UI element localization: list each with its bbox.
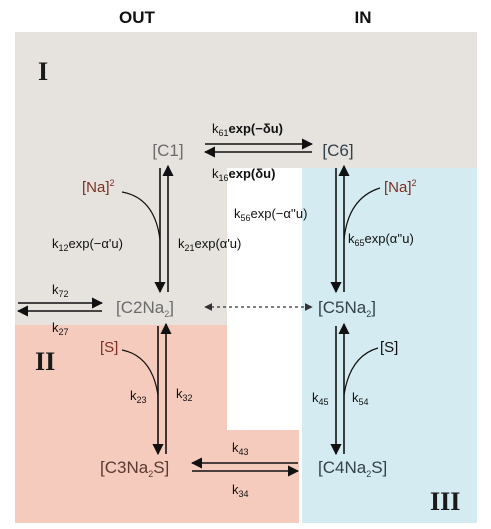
ligand-na-in: [Na]2 xyxy=(384,178,417,196)
region-II-extension-background xyxy=(227,430,299,523)
rate-k65: k65exp(α''u) xyxy=(348,231,414,248)
state-c2na2: [C2Na2] xyxy=(116,298,174,319)
region-III-label: III xyxy=(430,487,460,516)
binding-curve-s-in xyxy=(343,347,379,396)
in-header: IN xyxy=(355,8,372,27)
region-II-label: II xyxy=(35,347,55,376)
rate-k34: k34 xyxy=(232,482,249,499)
rate-k23: k23 xyxy=(130,388,147,405)
state-c6: [C6] xyxy=(322,141,353,160)
ligand-s-in: [S] xyxy=(380,339,398,356)
region-I-lower-left-background xyxy=(15,168,227,325)
region-I-label: I xyxy=(38,57,48,86)
state-c5na2: [C5Na2] xyxy=(318,298,376,319)
rate-k16: k16exp(δu) xyxy=(212,166,275,183)
binding-curve-na-in xyxy=(343,187,381,241)
rate-k32: k32 xyxy=(176,386,193,403)
ligand-s-out: [S] xyxy=(100,339,118,356)
region-III-background xyxy=(302,168,477,523)
out-header: OUT xyxy=(119,8,156,27)
rate-k12: k12exp(−α'u) xyxy=(52,236,123,253)
state-c1: [C1] xyxy=(152,141,183,160)
rate-k56: k56exp(−α''u) xyxy=(234,206,307,223)
binding-curve-na-out xyxy=(121,191,161,241)
region-I-background xyxy=(15,32,477,168)
rate-k61: k61exp(−δu) xyxy=(212,121,283,138)
binding-curve-s-out xyxy=(121,349,159,396)
state-c3na2s: [C3Na2S] xyxy=(100,458,169,479)
rate-k72: k72 xyxy=(52,282,69,299)
rate-k45: k45 xyxy=(312,390,329,407)
ligand-na-out: [Na]2 xyxy=(82,178,115,196)
rate-k54: k54 xyxy=(352,390,369,407)
rate-k27: k27 xyxy=(52,320,69,337)
state-c4na2s: [C4Na2S] xyxy=(318,458,387,479)
rate-k43: k43 xyxy=(232,440,249,457)
region-II-background xyxy=(15,325,227,523)
rate-k21: k21exp(α'u) xyxy=(178,236,241,253)
